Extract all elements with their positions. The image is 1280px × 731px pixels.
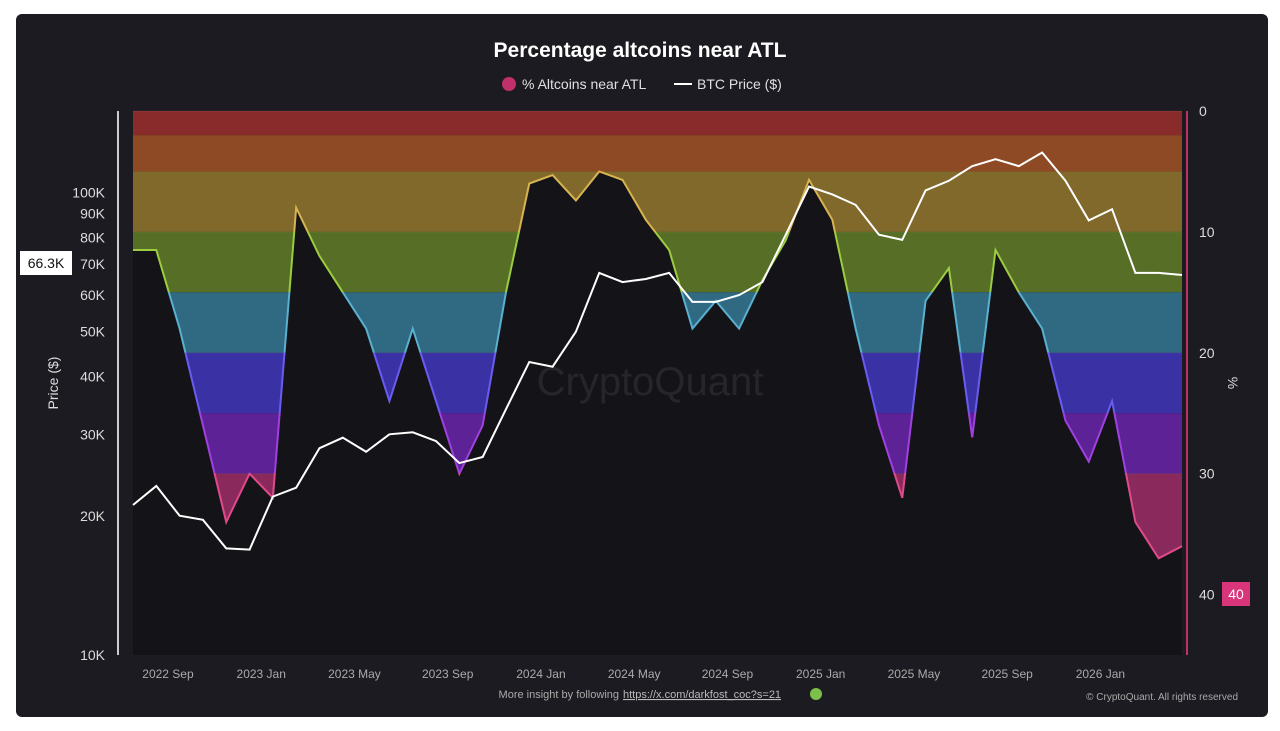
- x-tick-label: 2023 Jan: [237, 667, 286, 681]
- left-tick-label: 40K: [80, 369, 106, 385]
- right-axis-label: %: [1225, 377, 1241, 389]
- price-current-badge: [20, 251, 72, 275]
- chart-title: Percentage altcoins near ATL: [494, 39, 787, 62]
- left-axis-label: Price ($): [45, 357, 61, 410]
- band-1: [133, 135, 1182, 172]
- right-tick-label: 30: [1199, 466, 1215, 482]
- legend-marker-altcoins: [502, 77, 516, 91]
- left-tick-label: 90K: [80, 206, 106, 222]
- series-line-altcoins: [133, 170, 1183, 560]
- price-current-value: 66.3K: [28, 255, 65, 271]
- left-axis-ticks: 10K 20K 30K 40K 50K 60K 70K 80K 90K 100K: [72, 184, 105, 663]
- x-tick-label: 2024 Sep: [702, 667, 754, 681]
- band-0: [133, 111, 1182, 136]
- percent-current-badge: [1222, 582, 1250, 606]
- left-tick-label: 30K: [80, 426, 106, 442]
- series-line-btc: [132, 151, 1183, 551]
- left-tick-label: 10K: [80, 647, 106, 663]
- x-tick-label: 2025 Sep: [981, 667, 1033, 681]
- right-axis-ticks: 0 10 20 30 40: [1199, 103, 1215, 603]
- percent-current-value: 40: [1228, 586, 1244, 602]
- right-tick-label: 0: [1199, 103, 1207, 119]
- legend-label-btc[interactable]: BTC Price ($): [697, 76, 782, 92]
- left-tick-label: 20K: [80, 508, 106, 524]
- left-tick-label: 60K: [80, 287, 106, 303]
- x-axis-ticks: 2022 Sep 2023 Jan 2023 May 2023 Sep 2024 Jan…: [142, 667, 1125, 681]
- legend-label-altcoins[interactable]: % Altcoins near ATL: [522, 76, 646, 92]
- footer-text: More insight by following: [499, 689, 619, 701]
- right-tick-label: 10: [1199, 224, 1215, 240]
- copyright: © CryptoQuant. All rights reserved: [1086, 692, 1238, 703]
- x-tick-label: 2022 Sep: [142, 667, 194, 681]
- altcoin-area-fill: [133, 171, 1182, 655]
- left-tick-label: 100K: [72, 184, 105, 200]
- band-2: [133, 171, 1182, 232]
- x-tick-label: 2026 Jan: [1076, 667, 1125, 681]
- right-tick-label: 40: [1199, 587, 1215, 603]
- left-tick-label: 80K: [80, 229, 106, 245]
- legend: % Altcoins near ATL BTC Price ($): [502, 76, 782, 92]
- x-tick-label: 2023 Sep: [422, 667, 474, 681]
- footer-link[interactable]: https://x.com/darkfost_coc?s=21: [623, 689, 781, 701]
- watermark: CryptoQuant: [537, 360, 764, 404]
- x-tick-label: 2025 May: [888, 667, 941, 681]
- x-tick-label: 2025 Jan: [796, 667, 845, 681]
- left-tick-label: 50K: [80, 324, 106, 340]
- frog-emoji-icon: [810, 688, 822, 700]
- x-tick-label: 2024 Jan: [516, 667, 565, 681]
- left-tick-label: 70K: [80, 256, 106, 272]
- x-tick-label: 2024 May: [608, 667, 661, 681]
- right-tick-label: 20: [1199, 345, 1215, 361]
- x-tick-label: 2023 May: [328, 667, 381, 681]
